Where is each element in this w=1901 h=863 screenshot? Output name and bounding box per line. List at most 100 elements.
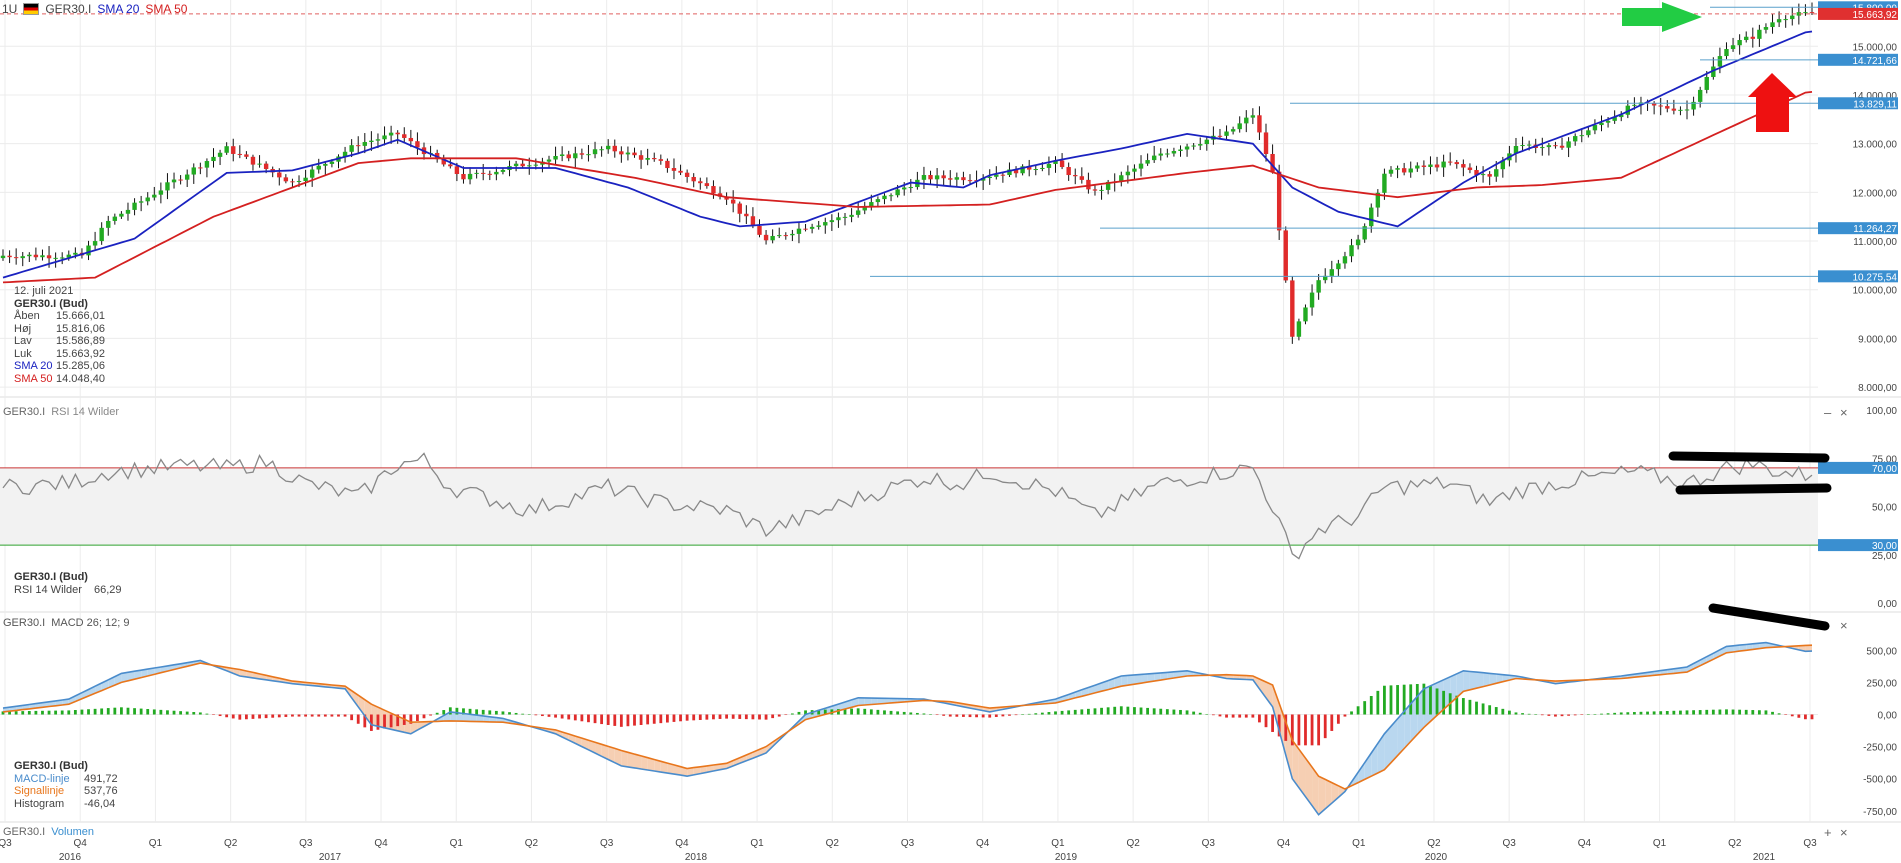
macd-histogram-bar bbox=[1040, 712, 1044, 715]
macd-histogram-bar bbox=[152, 709, 156, 715]
candle-body bbox=[1033, 169, 1038, 171]
macd-fill bbox=[1259, 678, 1267, 698]
macd-histogram-bar bbox=[1409, 684, 1413, 715]
candle-body bbox=[40, 255, 45, 258]
macd-fill bbox=[1759, 642, 1766, 649]
candle-body bbox=[356, 145, 361, 147]
candle-body bbox=[1178, 149, 1183, 152]
volume-close-button[interactable]: × bbox=[1840, 825, 1848, 840]
macd-histogram-bar bbox=[264, 714, 268, 719]
quarter-tick-label: Q2 bbox=[1728, 838, 1742, 849]
macd-name[interactable]: MACD 26; 12; 9 bbox=[51, 617, 130, 629]
macd-fill bbox=[1752, 643, 1760, 650]
candle-body bbox=[737, 203, 742, 214]
candle-body bbox=[862, 206, 867, 211]
volume-symbol[interactable]: GER30.I bbox=[3, 826, 46, 838]
candle-body bbox=[1151, 155, 1157, 161]
candle-body bbox=[1454, 162, 1459, 165]
candle-body bbox=[1783, 19, 1788, 21]
macd-histogram-bar bbox=[1422, 683, 1426, 715]
sma50-label[interactable]: SMA 50 bbox=[145, 2, 188, 16]
macd-histogram-bar bbox=[718, 714, 722, 719]
candle-body bbox=[908, 187, 913, 189]
rsi-band bbox=[0, 467, 1818, 546]
rsi-symbol[interactable]: GER30.I bbox=[3, 406, 46, 418]
macd-fill bbox=[404, 719, 411, 734]
macd-histogram-bar bbox=[1297, 714, 1301, 746]
volume-name[interactable]: Volumen bbox=[51, 826, 94, 838]
timeframe-label[interactable]: 1U bbox=[2, 2, 18, 16]
macd-histogram-bar bbox=[1363, 701, 1367, 715]
rsi-close-button[interactable]: × bbox=[1840, 405, 1848, 420]
macd-histogram-bar bbox=[1258, 714, 1261, 723]
macd-histogram-bar bbox=[915, 712, 919, 715]
macd-histogram-bar bbox=[475, 709, 479, 715]
macd-fill bbox=[1713, 649, 1720, 660]
macd-histogram-bar bbox=[508, 712, 511, 715]
rsi-minimize-button[interactable]: – bbox=[1824, 405, 1832, 420]
macd-histogram-bar bbox=[113, 707, 117, 715]
macd-histogram-bar bbox=[146, 709, 150, 715]
candle-body bbox=[1276, 171, 1282, 231]
macd-fill bbox=[233, 668, 240, 676]
macd-symbol[interactable]: GER30.I bbox=[3, 617, 46, 629]
sma20-label[interactable]: SMA 20 bbox=[97, 2, 140, 16]
volume-add-button[interactable]: + bbox=[1824, 825, 1832, 840]
macd-fill bbox=[1272, 684, 1280, 731]
macd-histogram-bar bbox=[1757, 710, 1761, 715]
macd-histogram-bar bbox=[80, 709, 84, 715]
candle-body bbox=[99, 227, 104, 242]
macd-histogram-bar bbox=[1350, 711, 1353, 715]
macd-fill bbox=[1298, 749, 1306, 797]
macd-histogram-bar bbox=[1251, 714, 1255, 718]
rsi-name[interactable]: RSI 14 Wilder bbox=[51, 406, 120, 418]
macd-fill bbox=[1693, 660, 1701, 669]
candle-body bbox=[1342, 256, 1348, 264]
candle-body bbox=[875, 199, 881, 203]
macd-histogram-bar bbox=[1488, 705, 1492, 715]
macd-histogram-bar bbox=[692, 714, 696, 721]
candle-body bbox=[533, 164, 539, 166]
signal-line bbox=[2, 644, 1813, 790]
candle-body bbox=[592, 149, 598, 155]
macd-histogram-bar bbox=[1225, 714, 1228, 718]
quarter-tick-label: Q3 bbox=[0, 838, 12, 849]
candle-body bbox=[184, 174, 190, 180]
macd-histogram-bar bbox=[1165, 709, 1169, 715]
macd-histogram-bar bbox=[659, 714, 663, 724]
macd-histogram-bar bbox=[87, 709, 90, 715]
price-panel-header: 1U GER30.I SMA 20 SMA 50 bbox=[2, 2, 187, 16]
candle-body bbox=[1119, 175, 1124, 182]
price-tag-label: 15.663,92 bbox=[1853, 10, 1898, 21]
candle-body bbox=[882, 195, 887, 200]
candle-body bbox=[1520, 145, 1525, 147]
macd-histogram-bar bbox=[1718, 709, 1722, 715]
candle-body bbox=[1026, 166, 1032, 170]
candle-body bbox=[1336, 263, 1341, 270]
rsi-level-label: 70,00 bbox=[1872, 464, 1897, 475]
price-info-key: Lav bbox=[14, 335, 32, 347]
macd-close-button[interactable]: × bbox=[1840, 618, 1848, 633]
macd-histogram-bar bbox=[1639, 711, 1643, 715]
price-tag bbox=[1818, 53, 1898, 66]
macd-tick-label: -500,00 bbox=[1863, 775, 1897, 786]
macd-histogram-bar bbox=[883, 710, 886, 715]
candle-body bbox=[1125, 171, 1131, 176]
macd-histogram-bar bbox=[238, 714, 242, 720]
candle-body bbox=[1757, 29, 1762, 39]
macd-histogram-bar bbox=[1205, 713, 1209, 715]
macd-histogram-bar bbox=[41, 710, 44, 715]
macd-fill bbox=[1167, 671, 1174, 680]
price-tag bbox=[1818, 222, 1898, 235]
macd-histogram-bar bbox=[1711, 709, 1715, 715]
candle-body bbox=[66, 254, 71, 258]
macd-histogram-bar bbox=[1764, 710, 1768, 715]
candle-body bbox=[303, 177, 308, 181]
macd-fill bbox=[1134, 674, 1142, 685]
macd-histogram-bar bbox=[869, 709, 873, 715]
macd-histogram-bar bbox=[1508, 710, 1511, 715]
macd-histogram-bar bbox=[784, 714, 788, 716]
symbol-label[interactable]: GER30.I bbox=[45, 2, 92, 16]
candle-body bbox=[1296, 321, 1302, 337]
